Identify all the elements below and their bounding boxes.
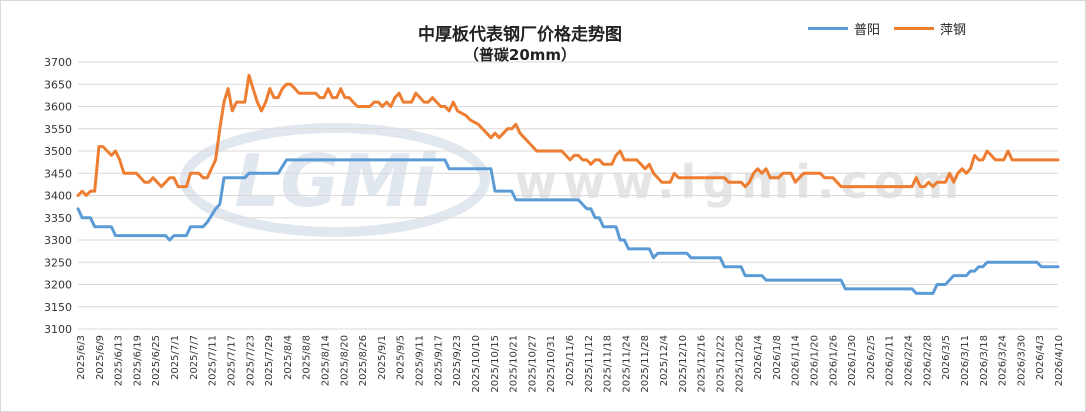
y-tick-label: 3100 — [44, 323, 72, 336]
x-tick-label: 2025/8/8 — [302, 335, 313, 380]
x-tick-label: 2025/7/17 — [226, 335, 237, 386]
y-tick-label: 3300 — [44, 234, 72, 247]
legend-item-puyang: 普阳 — [808, 19, 880, 38]
x-tick-label: 2025/11/12 — [584, 335, 595, 393]
chart-subtitle: （普碳20mm） — [463, 46, 577, 64]
x-tick-label: 2025/6/19 — [132, 335, 143, 386]
x-tick-label: 2026/1/30 — [847, 335, 858, 386]
x-tick-label: 2025/8/4 — [283, 335, 294, 380]
x-tick-label: 2025/7/1 — [170, 335, 181, 380]
gridlines — [78, 61, 1058, 330]
y-tick-label: 3350 — [44, 212, 72, 225]
x-tick-label: 2025/11/28 — [640, 335, 651, 393]
x-tick-label: 2026/1/14 — [791, 335, 802, 386]
series-line-pinggang — [76, 73, 1060, 197]
watermark: LGMi www.lgmi.com — [180, 123, 959, 237]
y-axis: 3100 3150 3200 3250 3300 3350 3400 3450 3500 3550… — [44, 56, 72, 336]
watermark-logo-text: LGMi — [234, 139, 437, 223]
y-tick-label: 3550 — [44, 123, 72, 136]
x-tick-label: 2025/6/3 — [76, 335, 87, 380]
legend: 普阳 萍钢 — [808, 18, 980, 38]
y-tick-label: 3450 — [44, 167, 72, 180]
x-tick-label: 2026/1/26 — [828, 335, 839, 386]
x-tick-label: 2026/3/18 — [979, 335, 990, 386]
x-tick-label: 2025/12/22 — [715, 335, 726, 393]
x-tick-label: 2025/9/17 — [433, 335, 444, 386]
x-tick-label: 2025/11/18 — [603, 335, 614, 393]
x-tick-label: 2025/12/10 — [678, 335, 689, 393]
series-line-puyang — [76, 158, 1060, 295]
x-tick-label: 2025/11/6 — [565, 335, 576, 386]
x-tick-label: 2025/6/9 — [95, 335, 106, 380]
x-tick-label: 2025/9/11 — [415, 335, 426, 386]
chart-title: 中厚板代表钢厂价格走势图 — [418, 25, 622, 45]
x-tick-label: 2025/8/20 — [339, 335, 350, 386]
x-tick-label: 2026/3/11 — [960, 335, 971, 386]
x-tick-label: 2025/9/1 — [377, 335, 388, 380]
x-tick-label: 2025/9/23 — [452, 335, 463, 386]
legend-label-pinggang: 萍钢 — [940, 22, 967, 38]
x-tick-label: 2025/10/31 — [546, 335, 557, 393]
x-axis: 2025/6/3 2025/6/9 2025/6/13 2025/6/19 2025/6… — [76, 335, 1065, 393]
y-tick-label: 3200 — [44, 279, 72, 292]
y-tick-label: 3700 — [44, 56, 72, 69]
x-tick-label: 2026/4/3 — [1035, 335, 1046, 380]
x-tick-label: 2025/7/7 — [189, 335, 200, 380]
x-tick-label: 2025/6/25 — [151, 335, 162, 386]
y-tick-label: 3150 — [44, 301, 72, 314]
x-tick-label: 2025/10/10 — [471, 335, 482, 393]
x-tick-label: 2026/4/10 — [1054, 335, 1065, 386]
x-tick-label: 2025/10/27 — [527, 335, 538, 393]
x-tick-label: 2026/3/24 — [998, 335, 1009, 386]
x-tick-label: 2025/7/29 — [264, 335, 275, 386]
x-tick-label: 2026/3/30 — [1016, 335, 1027, 386]
x-tick-label: 2025/7/11 — [208, 335, 219, 386]
y-tick-label: 3600 — [44, 101, 72, 114]
y-tick-label: 3500 — [44, 145, 72, 158]
x-tick-label: 2025/11/24 — [621, 335, 632, 393]
x-tick-label: 2026/1/20 — [810, 335, 821, 386]
x-tick-label: 2026/2/24 — [904, 335, 915, 386]
series-lines — [76, 73, 1060, 295]
x-tick-label: 2025/7/23 — [245, 335, 256, 386]
x-tick-label: 2026/3/5 — [941, 335, 952, 380]
legend-item-pinggang: 萍钢 — [894, 19, 966, 38]
x-tick-label: 2025/12/4 — [659, 335, 670, 386]
x-tick-label: 2026/1/4 — [753, 335, 764, 380]
x-tick-label: 2026/1/8 — [772, 335, 783, 380]
x-tick-label: 2025/10/15 — [490, 335, 501, 393]
y-tick-label: 3250 — [44, 256, 72, 269]
x-tick-label: 2025/12/26 — [734, 335, 745, 393]
x-tick-label: 2025/9/5 — [396, 335, 407, 380]
x-tick-label: 2025/8/26 — [358, 335, 369, 386]
x-tick-label: 2025/10/21 — [509, 335, 520, 393]
x-tick-label: 2026/2/28 — [922, 335, 933, 386]
x-tick-label: 2025/8/14 — [321, 335, 332, 386]
legend-swatch-puyang — [808, 26, 848, 30]
x-tick-label: 2025/12/16 — [697, 335, 708, 393]
y-tick-label: 3650 — [44, 78, 72, 91]
legend-swatch-pinggang — [894, 26, 935, 30]
legend-label-puyang: 普阳 — [854, 22, 881, 38]
x-tick-label: 2026/2/5 — [866, 335, 877, 380]
y-tick-label: 3400 — [44, 190, 72, 203]
watermark-logo-ellipse — [180, 123, 490, 237]
x-tick-label: 2025/6/13 — [114, 335, 125, 386]
x-tick-label: 2026/2/11 — [885, 335, 896, 386]
